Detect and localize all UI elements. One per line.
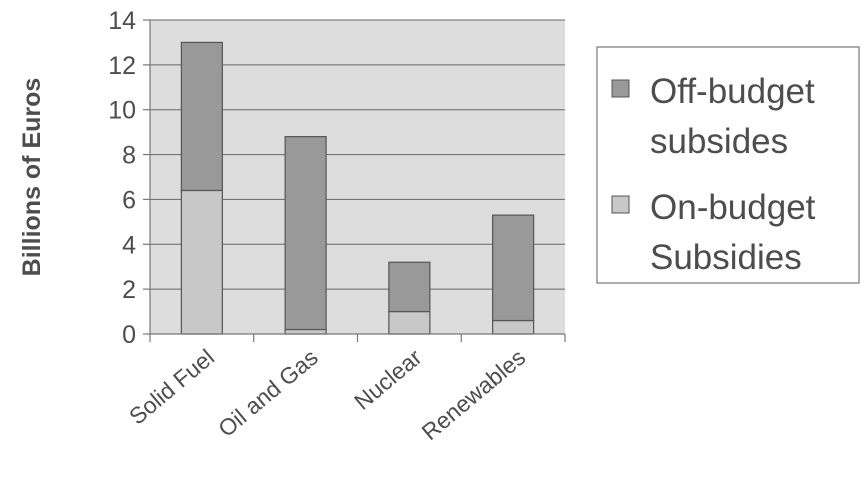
y-tick-label: 0 [122, 321, 136, 349]
legend-label-on-budget-line-2: Subsidies [650, 238, 802, 277]
y-ticks: 0 2 4 6 8 10 12 14 [108, 7, 150, 349]
y-tick-label: 14 [108, 7, 136, 35]
bar-segment-off-budget [492, 214, 535, 322]
legend-label-off-budget-line-1: Off-budget [650, 72, 815, 111]
x-category-label: Renewables [417, 344, 531, 445]
legend-box [596, 46, 860, 284]
x-category-label: Nuclear [349, 344, 427, 415]
bar-segment-on-budget [492, 319, 535, 335]
y-tick-label: 8 [122, 142, 136, 170]
legend-swatch-on-budget [611, 195, 630, 214]
legend-label-off-budget-line-2: subsides [650, 122, 788, 161]
legend-swatch-off-budget [611, 79, 630, 98]
bar-segment-on-budget [284, 328, 327, 335]
bar-segment-off-budget [388, 261, 431, 313]
bar-segment-on-budget [180, 189, 223, 335]
x-ticks [149, 334, 566, 342]
legend: Off-budget subsides On-budget Subsidies [596, 46, 860, 284]
y-axis-label: Billions of Euros [18, 78, 46, 277]
bar-segment-off-budget [284, 136, 327, 331]
x-category-label: Oil and Gas [213, 344, 323, 442]
y-tick-label: 6 [122, 186, 136, 214]
y-tick-label: 2 [122, 276, 136, 304]
bar-segment-off-budget [180, 41, 223, 192]
bars [180, 41, 535, 335]
legend-label-on-budget-line-1: On-budget [650, 188, 816, 227]
x-category-label: Solid Fuel [124, 344, 219, 430]
y-tick-label: 10 [108, 97, 136, 125]
y-tick-label: 12 [108, 52, 136, 80]
bar-segment-on-budget [388, 310, 431, 335]
y-tick-label: 4 [122, 231, 136, 259]
